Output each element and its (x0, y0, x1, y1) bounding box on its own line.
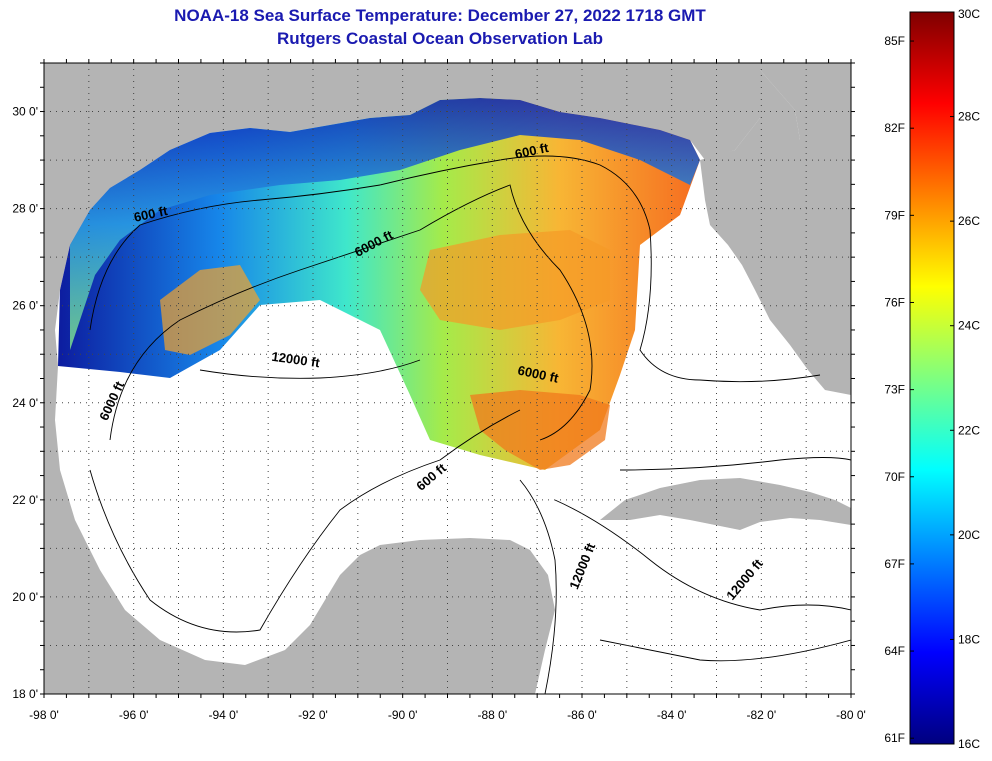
florida-land (700, 70, 851, 395)
map-title: NOAA-18 Sea Surface Temperature: Decembe… (174, 6, 706, 25)
lon-tick-label: -80 0' (836, 708, 866, 722)
lon-tick-label: -98 0' (29, 708, 59, 722)
lon-tick-label: -90 0' (388, 708, 418, 722)
lon-tick-label: -86 0' (567, 708, 597, 722)
mexico-land (44, 366, 555, 694)
lat-tick-label: 24 0' (12, 396, 38, 410)
us-land (44, 63, 851, 366)
sst-warm-patch-3 (160, 265, 260, 355)
lon-tick-label: -84 0' (657, 708, 687, 722)
lon-tick-label: -92 0' (298, 708, 328, 722)
sst-warm-patch-2 (420, 230, 610, 330)
contour-label: 600 ft (514, 140, 551, 162)
lat-tick-label: 28 0' (12, 202, 38, 216)
sst-coastal-band (70, 98, 700, 350)
lon-tick-label: -94 0' (209, 708, 239, 722)
lat-tick-label: 20 0' (12, 590, 38, 604)
lat-tick-label: 26 0' (12, 299, 38, 313)
lat-tick-label: 22 0' (12, 493, 38, 507)
lon-tick-label: -82 0' (747, 708, 777, 722)
lat-tick-label: 30 0' (12, 105, 38, 119)
cuba-land (600, 478, 851, 530)
lat-tick-label: 18 0' (12, 687, 38, 701)
axis-ticks: -98 0' -96 0' -94 0' -92 0' -90 0' -88 0' -86 … (12, 59, 866, 722)
lon-tick-label: -88 0' (478, 708, 508, 722)
lon-tick-label: -96 0' (119, 708, 149, 722)
map-subtitle: Rutgers Coastal Ocean Observation Lab (277, 29, 603, 48)
lat-lon-grid (44, 63, 851, 694)
sst-warm-patch (470, 390, 610, 470)
contour-label: 600 ft (132, 203, 169, 225)
depth-contours (89, 155, 851, 694)
contour-label: 12000 ft (271, 349, 322, 371)
